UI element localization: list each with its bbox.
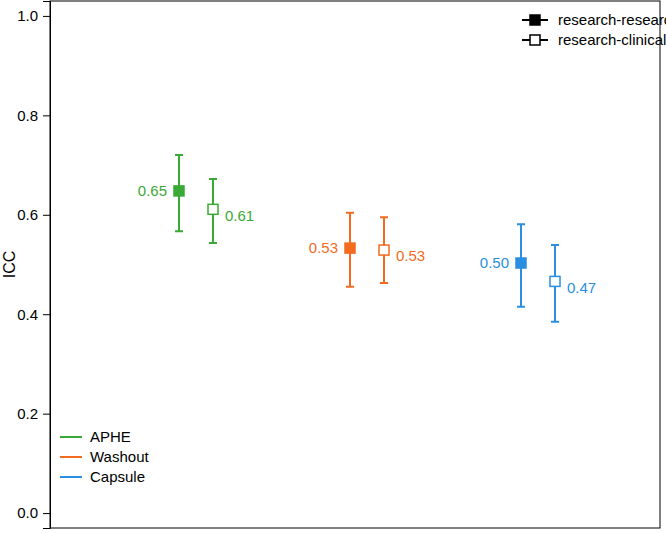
y-tick: 0.6 — [17, 206, 50, 223]
y-axis-title: ICC — [1, 251, 18, 279]
legend-line — [60, 436, 82, 438]
chart: 0.0 0.2 0.4 0.6 0.8 1.0 ICC 0.65 0.53 0.50 0.61 0.5… — [0, 0, 666, 533]
data-label: 0.53 — [396, 247, 425, 264]
point — [550, 276, 560, 286]
category-legend: APHE Washout Capsule — [60, 428, 149, 485]
point — [174, 186, 184, 196]
y-tick-label: 0.0 — [17, 504, 38, 521]
point — [379, 245, 389, 255]
error-bar — [346, 213, 354, 287]
y-tick: 0.2 — [17, 405, 50, 422]
y-tick-mark — [43, 215, 50, 216]
y-tick: 0.4 — [17, 306, 50, 323]
data-label: 0.47 — [567, 279, 596, 296]
legend-marker — [530, 15, 540, 25]
legend-marker — [530, 35, 540, 45]
y-tick-mark — [43, 513, 50, 514]
legend-label: Washout — [90, 448, 149, 465]
data-label: 0.50 — [480, 254, 509, 271]
plot-frame — [50, 1, 660, 528]
error-bar — [551, 245, 559, 322]
y-axis: 0.0 0.2 0.4 0.6 0.8 1.0 — [17, 2, 50, 529]
y-tick-label: 0.2 — [17, 405, 38, 422]
data-label: 0.65 — [138, 182, 167, 199]
error-bar — [380, 217, 388, 283]
error-bar — [175, 155, 183, 231]
data-labels: 0.65 0.53 0.50 0.61 0.53 0.47 — [138, 182, 596, 295]
legend-label: APHE — [90, 428, 131, 445]
y-tick: 0.0 — [17, 504, 50, 521]
y-tick-mark — [43, 115, 50, 116]
legend-label: research-clinical — [558, 31, 666, 48]
legend-line — [60, 476, 82, 478]
legend-label: Capsule — [90, 468, 145, 485]
y-tick-label: 1.0 — [17, 7, 38, 24]
legend: research-research research-clinical — [522, 11, 666, 48]
y-tick-label: 0.6 — [17, 206, 38, 223]
y-tick-mark — [43, 16, 50, 17]
y-tick-mark — [43, 414, 50, 415]
legend-line — [60, 456, 82, 458]
marks — [174, 155, 560, 322]
error-bar — [209, 179, 217, 243]
point — [516, 258, 526, 268]
y-tick: 1.0 — [17, 7, 50, 24]
error-bar — [517, 224, 525, 307]
data-label: 0.61 — [225, 207, 254, 224]
y-tick-label: 0.8 — [17, 107, 38, 124]
y-axis-line — [43, 2, 51, 529]
point — [345, 243, 355, 253]
y-tick-mark — [43, 314, 50, 315]
point — [208, 204, 218, 214]
y-tick: 0.8 — [17, 107, 50, 124]
data-label: 0.53 — [309, 239, 338, 256]
y-tick-label: 0.4 — [17, 306, 38, 323]
legend-label: research-research — [558, 11, 666, 28]
